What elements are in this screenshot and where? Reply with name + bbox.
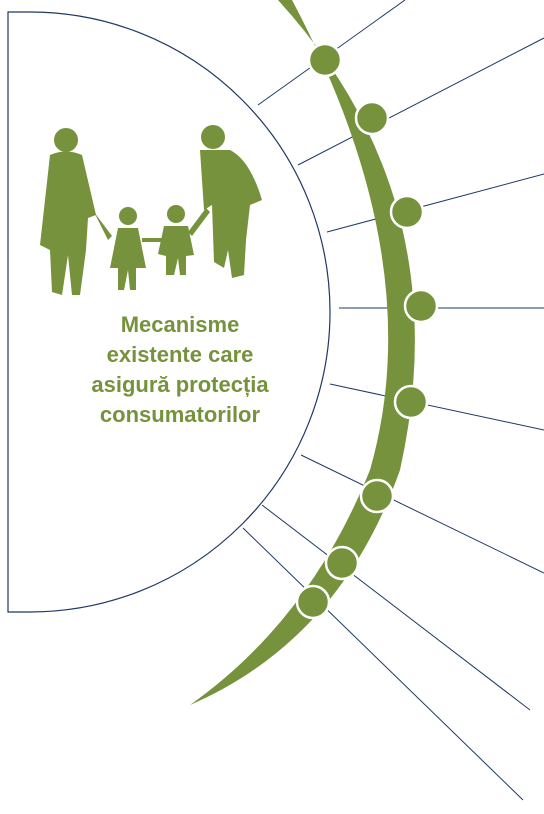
family-silhouette xyxy=(40,125,262,295)
rays xyxy=(242,0,544,801)
title-line: existente care xyxy=(107,342,254,367)
title-line: consumatorilor xyxy=(100,402,261,427)
title-line: Mecanisme xyxy=(121,312,240,337)
dots xyxy=(295,42,439,620)
green-arc xyxy=(190,0,415,705)
title-line: asigură protecția xyxy=(91,372,269,397)
half-circle xyxy=(7,11,331,613)
